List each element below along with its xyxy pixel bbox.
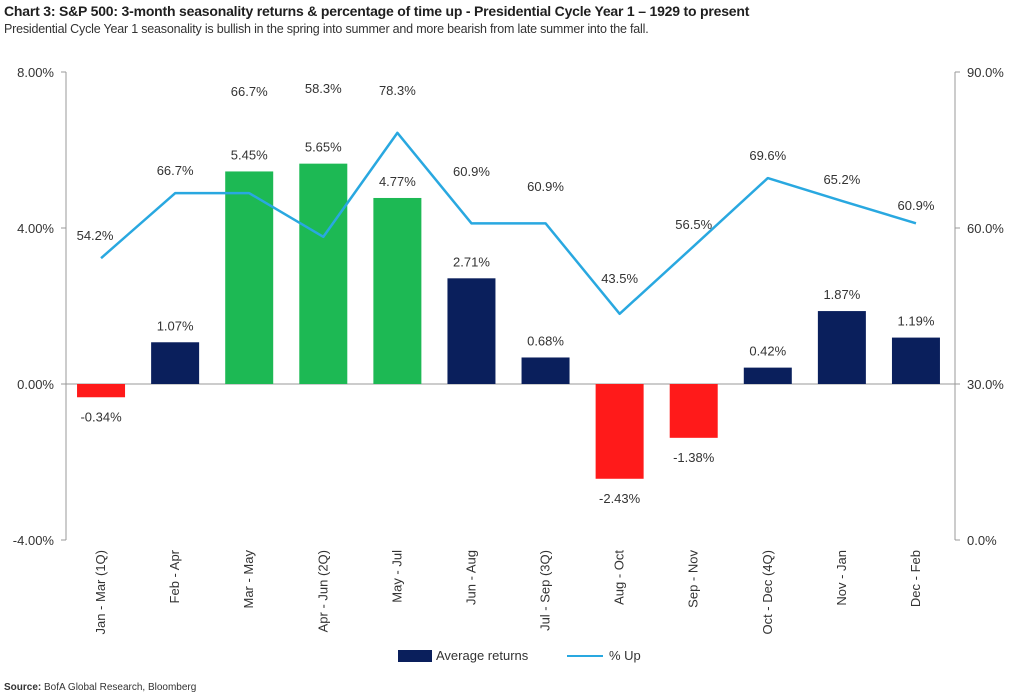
- left-tick-label: 8.00%: [17, 65, 54, 80]
- legend-bar-swatch: [398, 649, 432, 662]
- source-label: Source:: [4, 682, 42, 693]
- bar-7: [521, 357, 570, 384]
- bar-value-label: -2.43%: [599, 491, 641, 506]
- line-value-label: 43.5%: [601, 271, 638, 286]
- left-tick-label: 4.00%: [17, 221, 54, 236]
- bar-value-label: 2.71%: [453, 254, 490, 269]
- bar-10: [743, 367, 792, 384]
- x-category-label: Jul - Sep (3Q): [538, 550, 553, 631]
- legend-label-average-returns: Average returns: [436, 648, 529, 663]
- bar-value-label: 1.19%: [898, 314, 935, 329]
- x-category-label: Apr - Jun (2Q): [315, 550, 330, 632]
- chart-subtitle: Presidential Cycle Year 1 seasonality is…: [4, 22, 649, 36]
- bar-4: [299, 163, 348, 384]
- bar-8: [595, 384, 644, 479]
- x-category-label: Jan - Mar (1Q): [93, 550, 108, 635]
- legend-label-pct-up: % Up: [609, 648, 641, 663]
- bar-value-label: 0.68%: [527, 333, 564, 348]
- line-value-label: 66.7%: [157, 163, 194, 178]
- bar-2: [151, 342, 200, 384]
- bar-9: [669, 384, 718, 438]
- right-tick-label: 30.0%: [967, 377, 1004, 392]
- line-value-label: 58.3%: [305, 81, 342, 96]
- bar-value-label: -0.34%: [80, 409, 122, 424]
- bar-value-label: 0.42%: [749, 344, 786, 359]
- right-tick-label: 0.0%: [967, 533, 997, 548]
- legend-average-returns: Average returns: [398, 648, 528, 663]
- bar-1: [77, 384, 126, 398]
- right-tick-label: 90.0%: [967, 65, 1004, 80]
- x-category-label: Jun - Aug: [463, 550, 478, 605]
- line-value-label: 56.5%: [675, 217, 712, 232]
- source-note: Source: BofA Global Research, Bloomberg: [4, 682, 196, 693]
- line-value-label: 60.9%: [898, 198, 935, 213]
- line-value-label: 54.2%: [77, 228, 114, 243]
- line-value-label: 60.9%: [527, 179, 564, 194]
- x-category-label: Sep - Nov: [686, 550, 701, 608]
- x-category-label: May - Jul: [389, 550, 404, 603]
- right-tick-label: 60.0%: [967, 221, 1004, 236]
- bar-value-label: -1.38%: [673, 450, 715, 465]
- left-tick-label: 0.00%: [17, 377, 54, 392]
- bar-5: [373, 197, 422, 384]
- x-category-label: Feb - Apr: [167, 549, 182, 603]
- chart-title: Chart 3: S&P 500: 3-month seasonality re…: [4, 3, 750, 19]
- x-category-label: Oct - Dec (4Q): [760, 550, 775, 635]
- source-text: BofA Global Research, Bloomberg: [44, 682, 197, 693]
- bar-11: [817, 311, 866, 384]
- line-value-label: 66.7%: [231, 84, 268, 99]
- legend-line-swatch: [567, 654, 603, 657]
- x-category-label: Dec - Feb: [908, 550, 923, 607]
- bar-value-label: 5.45%: [231, 147, 268, 162]
- bar-6: [447, 278, 496, 384]
- x-category-label: Aug - Oct: [612, 550, 627, 605]
- line-value-label: 78.3%: [379, 83, 416, 98]
- bar-value-label: 1.07%: [157, 318, 194, 333]
- left-tick-label: -4.00%: [13, 533, 55, 548]
- bar-value-label: 5.65%: [305, 140, 342, 155]
- bar-12: [891, 337, 940, 384]
- x-category-label: Nov - Jan: [834, 550, 849, 606]
- pct-up-line: [100, 131, 917, 316]
- legend-pct-up: % Up: [567, 648, 641, 663]
- bar-value-label: 4.77%: [379, 174, 416, 189]
- bar-value-label: 1.87%: [823, 287, 860, 302]
- line-value-label: 69.6%: [749, 148, 786, 163]
- line-value-label: 60.9%: [453, 164, 490, 179]
- bar-3: [225, 171, 274, 384]
- line-value-label: 65.2%: [823, 172, 860, 187]
- x-category-label: Mar - May: [241, 550, 256, 609]
